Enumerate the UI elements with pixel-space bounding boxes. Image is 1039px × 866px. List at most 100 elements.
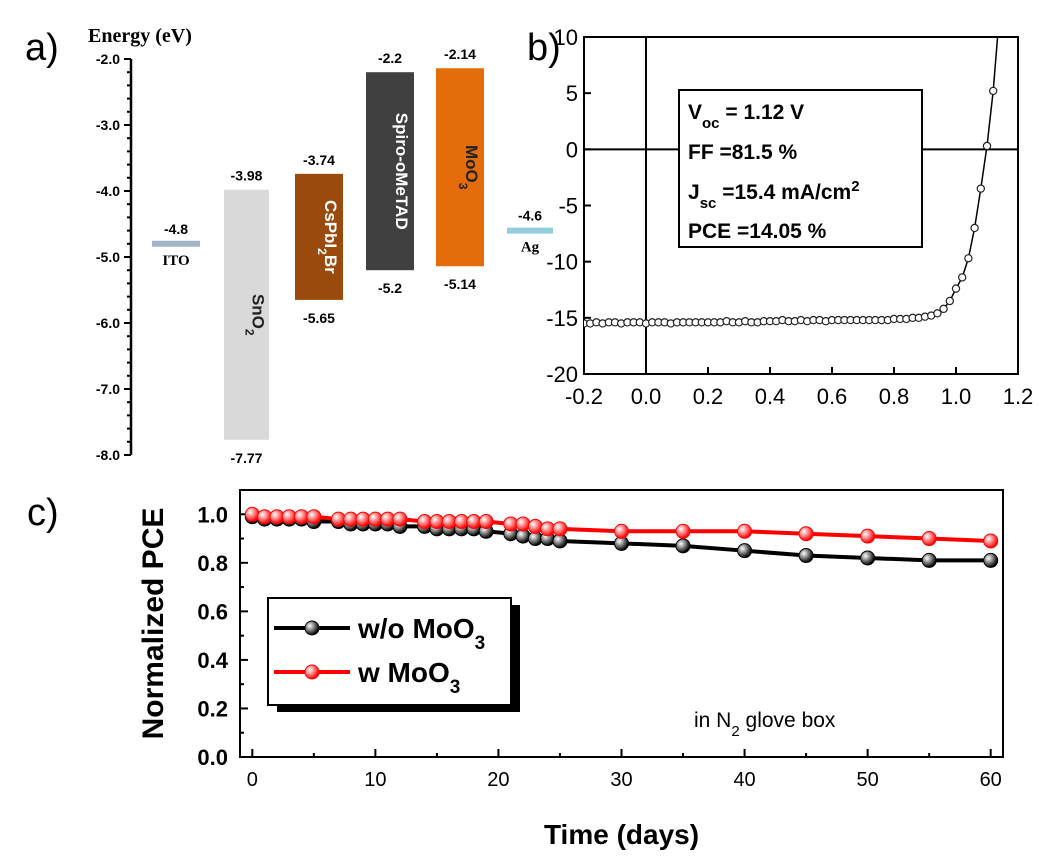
series-point-1 [306,509,322,525]
x-tick-label-b: 0.0 [631,384,662,409]
x-tick-label-b: 0.4 [755,384,786,409]
jv-point [989,86,998,96]
band-moo3 [436,68,484,267]
series-point-0 [860,550,876,566]
band-bottom-value-sno2: -7.77 [231,450,263,466]
x-tick-label-c: 40 [733,769,755,791]
level-label-ito: ITO [162,253,189,269]
legend-label-1: w MoO3 [357,657,460,698]
band-top-value-moo3: -2.14 [444,46,476,62]
band-name-moo3: MoO3 [456,145,481,190]
x-axis-title-c: Time (days) [544,819,699,850]
band-bottom-value-cspbi2br: -5.65 [303,310,335,326]
series-point-0 [737,543,753,559]
y-tick-label-c: 0.6 [197,599,228,624]
series-point-1 [244,506,260,522]
annotation-ff: FF =81.5 % [688,141,797,164]
y-tick-label-b: -15 [546,306,578,331]
y-tick-label-c: 0.0 [197,745,228,770]
jv-point [933,309,942,318]
x-tick-label-c: 0 [247,769,258,791]
jv-point [939,304,948,314]
band-top-value-sno2: -3.98 [231,168,263,184]
y-tick-label-c: 0.8 [197,551,228,576]
y-tick-label-b: -5 [558,194,578,219]
series-point-1 [527,518,543,534]
annotation-box [678,89,923,248]
y-tick-label-a: -6.0 [96,315,120,331]
series-point-1 [515,516,531,532]
band-spiro-ometad [366,72,414,271]
jv-point [982,141,992,151]
series-point-0 [675,538,691,554]
series-point-1 [983,533,999,549]
jv-point [976,184,986,193]
jv-point [964,254,973,263]
series-point-1 [614,523,629,539]
y-tick-label-a: -5.0 [96,249,120,265]
jv-point [958,273,967,282]
jv-series [584,11,1003,328]
series-point-1 [737,523,753,539]
series-point-1 [478,514,494,530]
jv-point [996,11,1003,18]
x-tick-label-b: 0.8 [879,384,910,409]
series-point-1 [860,528,876,544]
level-label-ag: Ag [521,240,540,256]
panel-label-c: c) [27,492,59,534]
y-tick-label-a: -3.0 [96,117,120,133]
y-tick-label-b: -10 [546,250,578,275]
x-tick-label-c: 30 [610,769,632,791]
x-tick-label-c: 10 [364,769,386,791]
y-tick-label-c: 0.4 [197,648,228,673]
note-glovebox: in N2 glove box [694,709,836,740]
y-tick-label-b: 5 [566,81,578,106]
x-tick-label-c: 60 [980,769,1002,791]
level-value-ito: -4.8 [164,221,188,237]
y-tick-label-a: -4.0 [96,183,120,199]
series-point-1 [552,521,568,537]
panel-label-a: a) [25,27,59,69]
panel-label-b: b) [527,27,561,69]
series-point-0 [983,552,999,568]
x-tick-label-b: 0.6 [817,384,848,409]
series-point-1 [675,523,691,539]
band-top-value-spiro-ometad: -2.2 [378,50,402,66]
series-point-1 [392,511,408,527]
annotation-pce: PCE =14.05 % [688,220,827,243]
y-tick-label-a: -2.0 [96,51,120,67]
y-tick-label-b: 0 [566,137,578,162]
band-cspbi2br [295,173,343,300]
jv-point [970,223,979,233]
jv-point [945,296,955,306]
x-tick-label-b: -0.2 [565,384,603,409]
legend-label-0: w/o MoO3 [357,613,485,654]
jv-point [951,284,961,293]
x-tick-label-c: 20 [487,769,509,791]
axis-title-energy: Energy (eV) [88,25,192,47]
band-top-value-cspbi2br: -3.74 [303,152,335,168]
x-tick-label-b: 1.2 [1003,384,1034,409]
x-tick-label-b: 1.0 [941,384,972,409]
level-value-ag: -4.6 [518,208,542,224]
band-name-cspbi2br: CsPbI2Br [315,200,340,274]
series-point-0 [921,552,937,568]
y-tick-label-a: -7.0 [96,381,120,397]
x-tick-label-b: 0.2 [693,384,724,409]
y-tick-label-b: 10 [554,25,578,50]
annotation-jsc: Jsc =15.4 mA/cm2 [688,178,860,212]
band-sno2 [224,189,269,440]
legend-marker-0 [304,620,320,636]
series-point-0 [798,548,814,564]
legend-marker-1 [304,664,320,680]
y-tick-label-b: -20 [546,362,578,387]
legend-box [267,597,512,706]
band-name-spiro-ometad: Spiro-oMeTAD [392,113,411,230]
series-point-1 [798,526,814,542]
band-bottom-value-spiro-ometad: -5.2 [378,280,402,296]
band-name-sno2: SnO2 [243,294,268,336]
band-bottom-value-moo3: -5.14 [444,276,476,292]
y-axis-title-c: Normalized PCE [137,508,170,740]
y-tick-label-a: -8.0 [96,447,120,463]
